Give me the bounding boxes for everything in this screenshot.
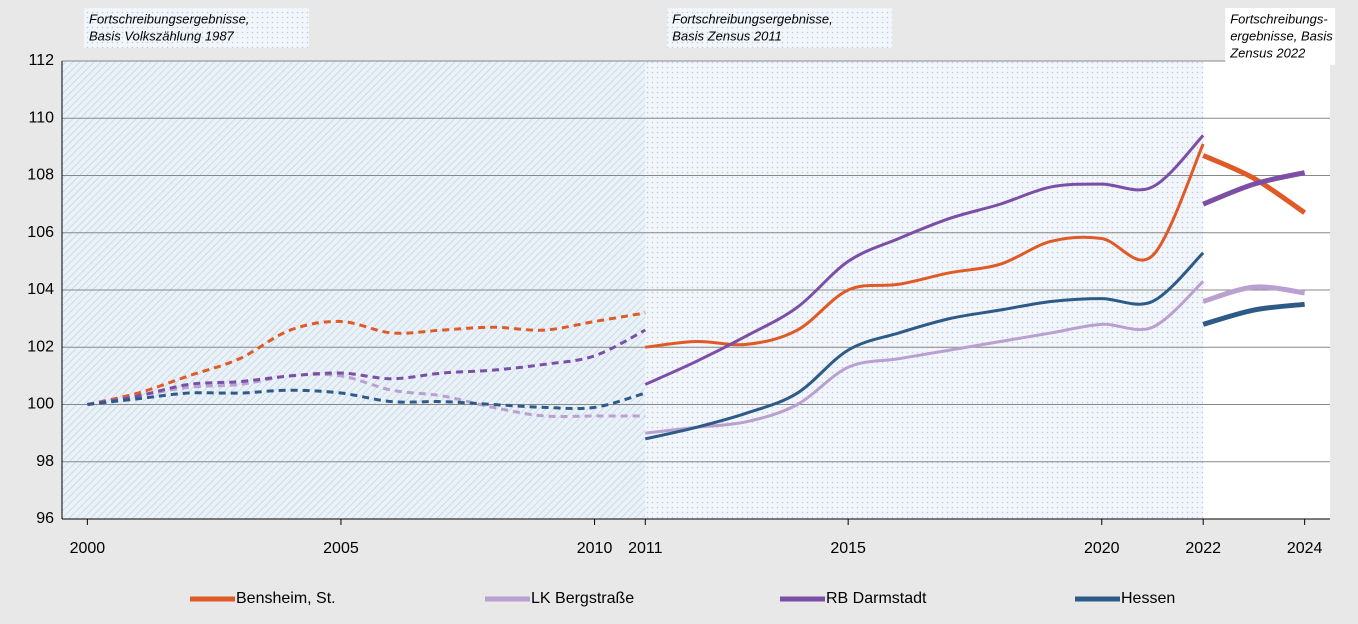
series-line [1202,284,1305,304]
series-line [645,143,1205,349]
series-line [1202,301,1305,327]
series-line [1202,153,1307,215]
series-line [1202,170,1306,207]
y-tick-label: 100 [27,396,54,413]
legend-label: LK Bergstraße [531,590,634,607]
y-tick-label: 110 [28,109,54,126]
period-note: Zensus 2022 [1229,45,1306,60]
series-line [87,388,646,411]
y-tick-label: 98 [36,453,54,470]
legend-label: RB Darmstadt [826,590,927,607]
legend-label: Hessen [1121,590,1175,607]
series-line [644,134,1205,386]
y-tick-label: 108 [27,167,54,184]
series-line [644,251,1205,441]
legend-label: Bensheim, St. [236,590,336,607]
period-note: Basis Volkszählung 1987 [89,28,235,43]
x-tick-label: 2010 [577,540,613,557]
period-note: Basis Zensus 2011 [672,28,782,43]
y-tick-label: 96 [36,510,54,527]
period-note-box [84,8,309,48]
x-tick-label: 2011 [628,540,663,557]
period-note: Fortschreibungs- [1230,11,1328,26]
y-tick-label: 106 [27,224,54,241]
x-tick-label: 2015 [830,540,866,557]
y-tick-label: 102 [27,338,54,355]
series-line [87,372,646,419]
y-tick-label: 112 [28,52,54,69]
y-tick-label: 104 [27,281,54,298]
period-note: Fortschreibungsergebnisse, [89,11,249,26]
period-note-box [667,8,893,48]
x-tick-label: 2000 [70,540,106,557]
x-tick-label: 2020 [1084,540,1120,557]
x-tick-label: 2024 [1287,540,1323,557]
period-note: ergebnisse, Basis [1230,28,1333,43]
series-line [87,311,646,406]
x-tick-label: 2005 [323,540,359,557]
x-tick-label: 2022 [1185,540,1221,557]
period-note-box [1225,8,1336,65]
series-line [87,328,646,406]
period-note: Fortschreibungsergebnisse, [672,11,832,26]
series-line [645,280,1205,435]
